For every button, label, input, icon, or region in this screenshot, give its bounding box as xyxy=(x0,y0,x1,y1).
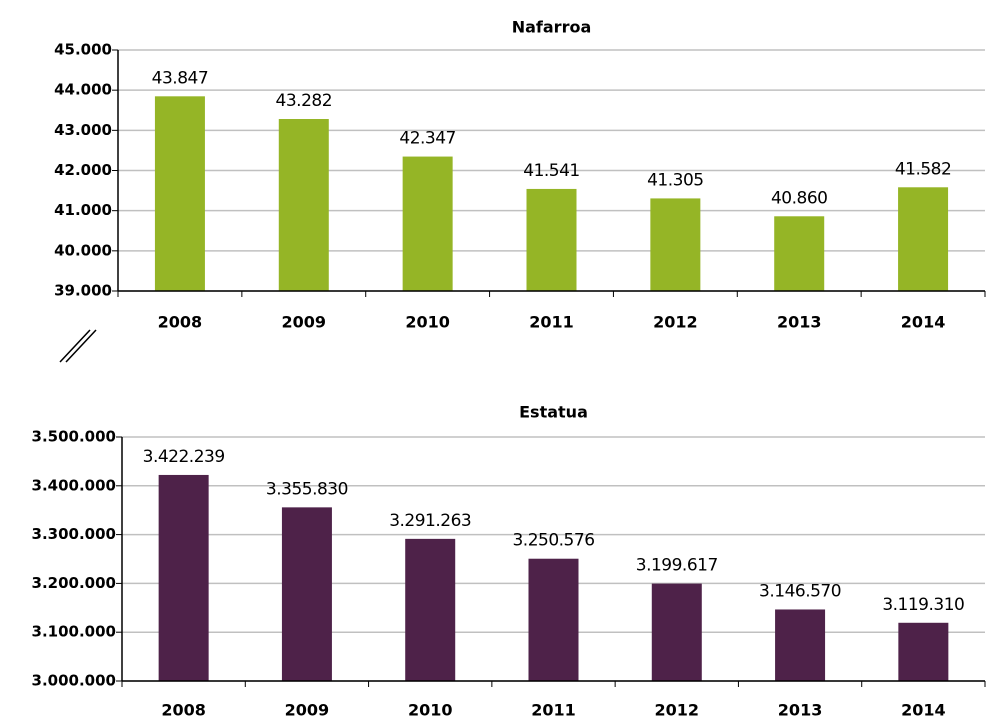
x-tick-label: 2014 xyxy=(901,701,946,720)
y-tick-label: 3.000.000 xyxy=(32,672,116,690)
x-tick-label: 2010 xyxy=(408,701,453,720)
x-tick-label: 2011 xyxy=(529,313,574,332)
x-tick-label: 2012 xyxy=(655,701,700,720)
y-tick-label: 3.100.000 xyxy=(32,623,116,641)
y-tick-label: 3.300.000 xyxy=(32,525,116,543)
bar xyxy=(528,558,579,681)
x-tick-label: 2009 xyxy=(282,313,327,332)
x-tick-label: 2013 xyxy=(778,701,823,720)
value-label: 3.199.617 xyxy=(636,556,718,576)
value-label: 3.250.576 xyxy=(512,531,594,551)
y-tick-label: 45.000 xyxy=(54,41,112,59)
bar xyxy=(154,96,205,291)
bar xyxy=(650,198,701,291)
x-tick-label: 2008 xyxy=(161,701,206,720)
y-tick-label: 3.400.000 xyxy=(32,476,116,494)
chart-title: Nafarroa xyxy=(512,18,592,37)
value-label: 3.119.310 xyxy=(882,595,964,615)
bar xyxy=(651,583,702,681)
axis-break xyxy=(59,329,91,363)
bar xyxy=(774,216,825,291)
y-tick-label: 43.000 xyxy=(54,121,112,139)
bar xyxy=(278,119,329,291)
y-tick-label: 39.000 xyxy=(54,282,112,300)
bar xyxy=(281,507,332,681)
value-label: 3.291.263 xyxy=(389,511,471,531)
value-label: 41.305 xyxy=(647,170,703,190)
x-tick-label: 2012 xyxy=(653,313,698,332)
x-tick-label: 2013 xyxy=(777,313,822,332)
value-label: 41.541 xyxy=(523,161,579,181)
bar xyxy=(402,156,453,291)
bar xyxy=(775,609,826,681)
bar xyxy=(898,187,949,291)
x-tick-label: 2009 xyxy=(285,701,330,720)
value-label: 42.347 xyxy=(399,129,455,149)
value-label: 41.582 xyxy=(895,159,951,179)
bar xyxy=(526,188,577,291)
y-tick-label: 3.500.000 xyxy=(32,428,116,446)
bar xyxy=(405,538,456,681)
bar xyxy=(158,474,209,681)
value-label: 43.847 xyxy=(152,68,208,88)
x-tick-label: 2008 xyxy=(158,313,203,332)
x-tick-label: 2014 xyxy=(901,313,946,332)
axis-break xyxy=(65,329,97,363)
chart-title: Estatua xyxy=(519,403,588,422)
y-tick-label: 40.000 xyxy=(54,241,112,259)
x-tick-label: 2011 xyxy=(531,701,576,720)
y-tick-label: 41.000 xyxy=(54,201,112,219)
bar xyxy=(898,622,949,681)
value-label: 3.422.239 xyxy=(143,447,225,467)
y-tick-label: 3.200.000 xyxy=(32,574,116,592)
x-tick-label: 2010 xyxy=(405,313,450,332)
value-label: 3.355.830 xyxy=(266,479,348,499)
value-label: 40.860 xyxy=(771,188,827,208)
y-tick-label: 42.000 xyxy=(54,161,112,179)
value-label: 43.282 xyxy=(276,91,332,111)
value-label: 3.146.570 xyxy=(759,581,841,601)
y-tick-label: 44.000 xyxy=(54,81,112,99)
